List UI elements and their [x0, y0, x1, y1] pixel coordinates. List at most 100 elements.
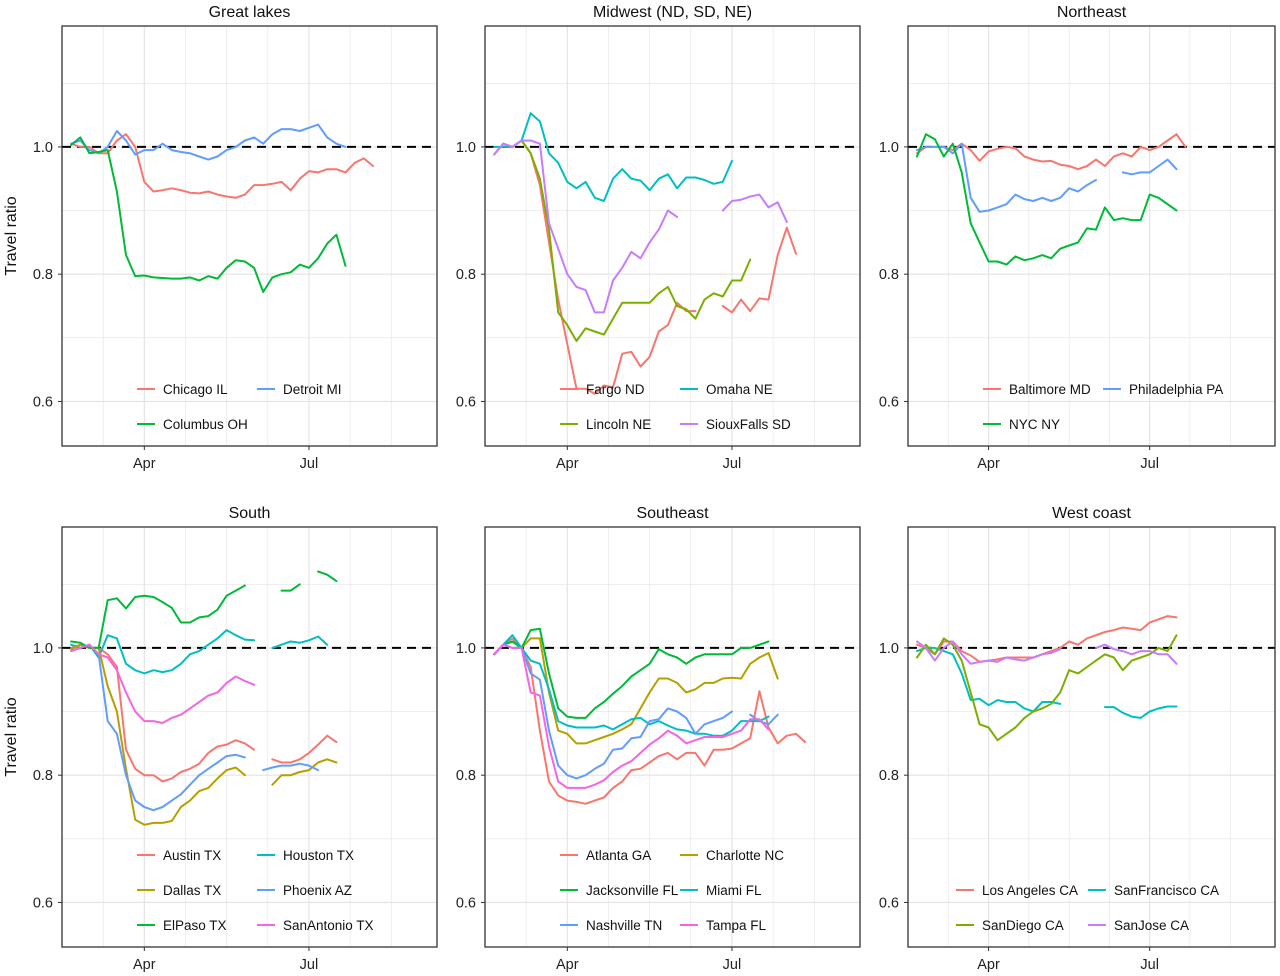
y-tick-label: 0.8 [33, 768, 53, 784]
legend-item: Austin TX [137, 848, 221, 863]
panel-title: Midwest (ND, SD, NE) [593, 4, 752, 21]
legend-item: Philadelphia PA [1103, 382, 1223, 397]
legend-label: NYC NY [1009, 417, 1060, 432]
legend-item: SanJose CA [1088, 918, 1189, 933]
series-line-siouxfalls-sd [721, 193, 788, 223]
panel-1: Fargo ND Omaha NE Lincoln NE SiouxFalls SD M… [456, 4, 861, 472]
series-line-miami-fl [493, 634, 770, 737]
legend-item: NYC NY [983, 417, 1060, 432]
panel-title: Southeast [636, 505, 709, 522]
plot-background [908, 26, 1275, 446]
legend-item: Omaha NE [680, 382, 773, 397]
y-tick-label: 0.8 [456, 768, 476, 784]
legend-label: Tampa FL [706, 918, 767, 933]
y-tick-label: 0.6 [879, 394, 899, 410]
y-tick-label: 1.0 [879, 641, 899, 657]
legend-label: Detroit MI [283, 382, 342, 397]
series-line-philadelphia-pa [1121, 158, 1178, 176]
series-line-fargo-nd [721, 226, 797, 314]
legend-item: Los Angeles CA [956, 883, 1078, 898]
x-tick-label: Apr [556, 456, 579, 472]
x-tick-label: Jul [300, 957, 319, 973]
legend-item: SiouxFalls SD [680, 417, 791, 432]
x-tick-label: Apr [977, 456, 1000, 472]
series-line-sandiego-ca [916, 634, 1178, 742]
y-tick-label: 0.6 [456, 895, 476, 911]
series-line-houston-tx [271, 635, 329, 649]
y-tick-label: 0.6 [33, 895, 53, 911]
legend-label: Nashville TN [586, 918, 662, 933]
legend-item: ElPaso TX [137, 918, 227, 933]
legend-label: Fargo ND [586, 382, 645, 397]
series-line-nyc-ny [916, 133, 1178, 266]
y-tick-label: 0.8 [456, 267, 476, 283]
y-tick-label: 0.6 [456, 394, 476, 410]
series-line-nashville-tn [493, 643, 733, 780]
legend-item: Charlotte NC [680, 848, 784, 863]
legend-label: Jacksonville FL [586, 883, 679, 898]
y-tick-label: 0.6 [879, 895, 899, 911]
series-line-dallas-tx [271, 758, 338, 786]
legend-item: Fargo ND [560, 382, 645, 397]
legend-label: Charlotte NC [706, 848, 784, 863]
plot-background [62, 26, 437, 446]
x-tick-label: Apr [977, 957, 1000, 973]
legend-label: Chicago IL [163, 382, 228, 397]
panel-border [484, 526, 861, 948]
plot-background [908, 527, 1275, 947]
series-line-charlotte-nc [493, 637, 779, 745]
panel-border [907, 526, 1276, 948]
x-tick-label: Jul [1140, 456, 1159, 472]
legend-item: Jacksonville FL [560, 883, 679, 898]
series-line-lincoln-ne [493, 139, 752, 342]
series-line-philadelphia-pa [916, 142, 1097, 213]
series-line-jacksonville-fl [493, 627, 770, 719]
y-tick-label: 0.8 [879, 768, 899, 784]
x-tick-label: Jul [1140, 957, 1159, 973]
series-line-phoenix-az [262, 762, 320, 772]
y-tick-label: 0.6 [33, 394, 53, 410]
legend-label: Los Angeles CA [982, 883, 1078, 898]
series-line-elpaso-tx [70, 584, 246, 649]
legend-item: Miami FL [680, 883, 762, 898]
legend-item: Baltimore MD [983, 382, 1091, 397]
legend-label: Miami FL [706, 883, 762, 898]
panel-title: Great lakes [209, 4, 291, 21]
legend-label: Austin TX [163, 848, 221, 863]
legend-label: Phoenix AZ [283, 883, 352, 898]
panel-border [61, 25, 438, 447]
panel-border [484, 25, 861, 447]
series-line-sanfrancisco-ca [916, 646, 1062, 713]
y-axis-label: Travel ratio [3, 697, 20, 777]
series-line-omaha-ne [493, 112, 733, 202]
legend-item: SanDiego CA [956, 918, 1064, 933]
legend-item: Lincoln NE [560, 417, 651, 432]
series-line-detroit-mi [70, 123, 347, 161]
series-line-sanantonio-tx [70, 643, 256, 724]
y-tick-label: 1.0 [456, 641, 476, 657]
legend-item: Atlanta GA [560, 848, 651, 863]
panel-border [907, 25, 1276, 447]
panel-border [61, 526, 438, 948]
series-line-chicago-il [70, 133, 374, 199]
legend-label: SanFrancisco CA [1114, 883, 1219, 898]
legend-label: Dallas TX [163, 883, 221, 898]
plot-background [485, 26, 860, 446]
legend-label: ElPaso TX [163, 918, 227, 933]
y-tick-label: 1.0 [879, 140, 899, 156]
legend-label: Columbus OH [163, 417, 248, 432]
y-tick-label: 1.0 [456, 140, 476, 156]
series-line-houston-tx [70, 629, 256, 675]
x-tick-label: Apr [556, 957, 579, 973]
legend-item: Columbus OH [137, 417, 248, 432]
legend-item: Tampa FL [680, 918, 767, 933]
legend-item: Dallas TX [137, 883, 221, 898]
legend-label: SanJose CA [1114, 918, 1189, 933]
series-line-siouxfalls-sd [493, 139, 679, 314]
x-tick-label: Apr [133, 957, 156, 973]
x-tick-label: Jul [723, 456, 742, 472]
legend-item: Houston TX [257, 848, 354, 863]
panel-3: Austin TX Houston TX Dallas TX Phoenix AZ El… [3, 505, 438, 973]
legend-item: Nashville TN [560, 918, 662, 933]
